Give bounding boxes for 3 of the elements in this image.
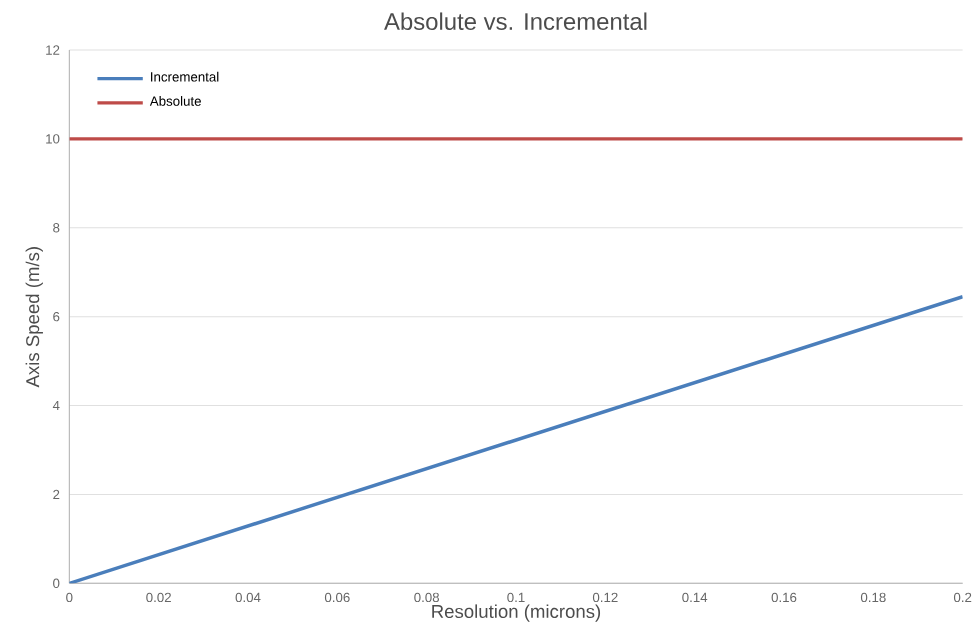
x-axis-title: Resolution (microns) bbox=[432, 604, 601, 622]
chart-title: Absolute vs. Incremental bbox=[384, 12, 647, 31]
y-axis-title: Axis Speed (m/s) bbox=[25, 247, 43, 388]
